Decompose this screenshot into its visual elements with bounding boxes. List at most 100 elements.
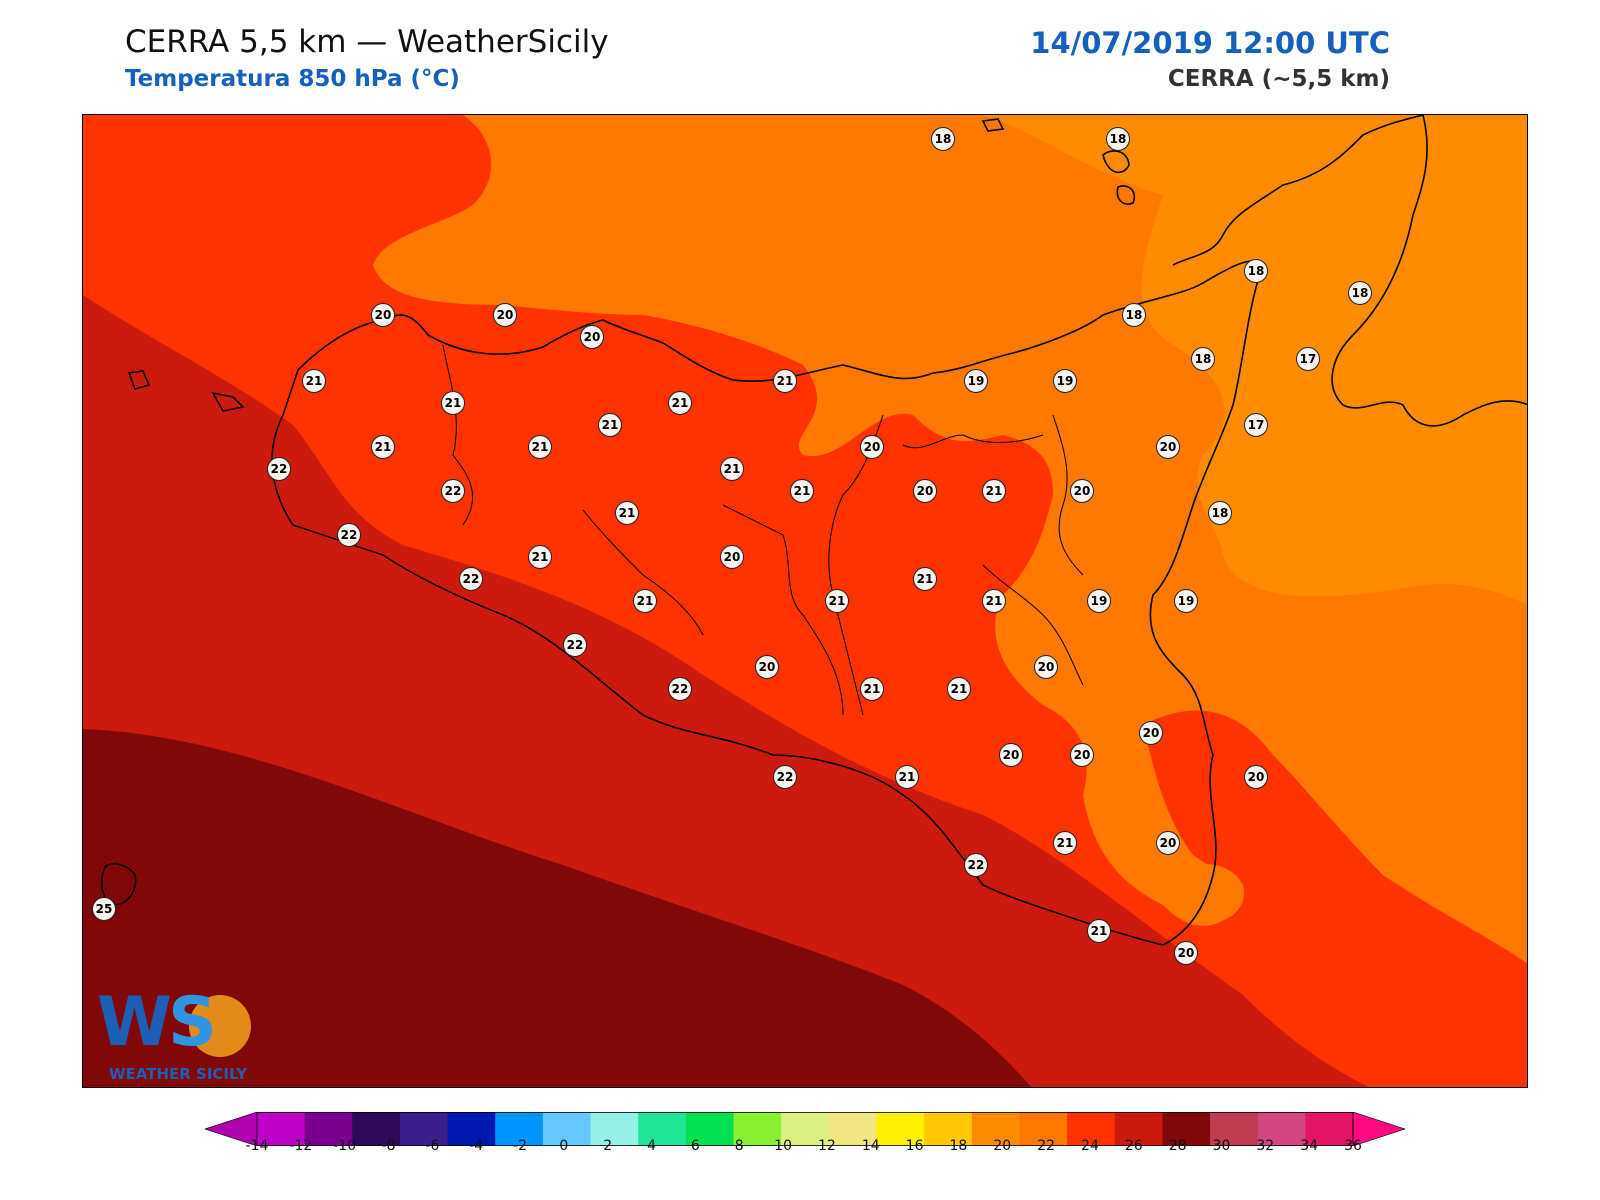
station-value: 20 — [913, 479, 937, 503]
colorbar-tick-label: 8 — [734, 1138, 744, 1154]
colorbar-tick-label: 16 — [905, 1138, 924, 1154]
station-value: 17 — [1296, 347, 1320, 371]
station-value: 19 — [1174, 589, 1198, 613]
band-24-26 — [83, 729, 1032, 1087]
station-value: 22 — [563, 633, 587, 657]
station-value: 21 — [947, 677, 971, 701]
station-value: 20 — [860, 435, 884, 459]
colorbar-frame — [256, 1112, 1354, 1146]
station-value: 22 — [459, 567, 483, 591]
logo-letter-s: S — [168, 983, 217, 1062]
colorbar-segment — [1114, 1112, 1163, 1146]
colorbar-tick-label: 4 — [647, 1138, 657, 1154]
station-value: 20 — [371, 303, 395, 327]
colorbar — [205, 1112, 1405, 1146]
colorbar-tick-label: -2 — [513, 1138, 528, 1154]
pantelleria-island — [101, 863, 137, 906]
weathersicily-logo: WS WEATHER SICILY — [97, 983, 257, 1083]
station-value: 20 — [1156, 831, 1180, 855]
station-value: 20 — [720, 545, 744, 569]
station-value: 19 — [964, 369, 988, 393]
colorbar-segment — [542, 1112, 592, 1146]
colorbar-segment — [971, 1112, 1020, 1146]
station-value: 22 — [668, 677, 692, 701]
station-value: 20 — [755, 655, 779, 679]
colorbar-tick-label: 18 — [949, 1138, 968, 1154]
colorbar-segment — [638, 1112, 687, 1146]
coastlines — [101, 115, 1527, 946]
colorbar-tick-label: 26 — [1124, 1138, 1143, 1154]
colorbar-segment — [1019, 1112, 1068, 1146]
station-value: 18 — [1244, 259, 1268, 283]
station-value: 21 — [982, 589, 1006, 613]
colorbar-tick-label: 0 — [559, 1138, 569, 1154]
station-value: 21 — [302, 369, 326, 393]
logo-letters: WS — [97, 983, 217, 1062]
colorbar-tick-label: 14 — [861, 1138, 880, 1154]
station-value: 18 — [931, 127, 955, 151]
colorbar-tick-label: 36 — [1344, 1138, 1362, 1154]
station-value: 20 — [1070, 743, 1094, 767]
colorbar-tick-label: 28 — [1168, 1138, 1187, 1154]
station-value: 20 — [493, 303, 517, 327]
station-value: 21 — [528, 545, 552, 569]
station-value: 21 — [441, 391, 465, 415]
colorbar-segment — [1067, 1112, 1116, 1146]
station-value: 22 — [773, 765, 797, 789]
aeolian-island-3 — [1116, 185, 1136, 205]
colorbar-segment — [257, 1112, 306, 1146]
station-value: 20 — [999, 743, 1023, 767]
colorbar-segment — [733, 1112, 782, 1146]
colorbar-tick-label: 10 — [774, 1138, 792, 1154]
colorbar-tick-label: -10 — [333, 1138, 357, 1154]
colorbar-segment — [1162, 1112, 1211, 1146]
station-value: 22 — [964, 853, 988, 877]
station-value: 21 — [982, 479, 1006, 503]
province-borders — [442, 344, 1084, 716]
station-value: 21 — [615, 501, 639, 525]
egadi-island — [211, 391, 245, 412]
station-value: 19 — [1087, 589, 1111, 613]
station-value: 21 — [371, 435, 395, 459]
sicily-coast — [271, 260, 1264, 946]
station-value: 17 — [1244, 413, 1268, 437]
colorbar-tick-label: -12 — [289, 1138, 313, 1154]
station-value: 21 — [773, 369, 797, 393]
colorbar-segment — [590, 1112, 639, 1146]
model-label: CERRA (~5,5 km) — [1167, 66, 1390, 92]
station-value: 21 — [825, 589, 849, 613]
colorbar-segment — [828, 1112, 877, 1146]
station-value: 21 — [913, 567, 937, 591]
logo-text: WEATHER SICILY — [109, 1065, 248, 1083]
station-value: 20 — [1070, 479, 1094, 503]
colorbar-segment — [685, 1112, 735, 1146]
station-value: 20 — [1034, 655, 1058, 679]
colorbar-tick-label: 22 — [1037, 1138, 1056, 1154]
colorbar-tick-label: -14 — [245, 1138, 269, 1154]
colorbar-tick-label: 30 — [1212, 1138, 1231, 1154]
logo-letter-w: W — [97, 983, 172, 1062]
map-title: CERRA 5,5 km — WeatherSicily — [125, 24, 609, 60]
station-value: 21 — [633, 589, 657, 613]
colorbar-segment — [781, 1112, 830, 1146]
station-value: 21 — [598, 413, 622, 437]
station-value: 21 — [790, 479, 814, 503]
calabria-coast — [1331, 115, 1527, 427]
colorbar-tick-label: -6 — [425, 1138, 440, 1154]
station-value: 21 — [528, 435, 552, 459]
colorbar-segment — [447, 1112, 496, 1146]
station-value: 18 — [1106, 127, 1130, 151]
colorbar-tick-label: 20 — [993, 1138, 1012, 1154]
station-value: 21 — [668, 391, 692, 415]
colorbar-tick-label: 6 — [690, 1138, 700, 1154]
colorbar-ticks: -14 -12 -10 -8 -6 -4 -2 0 2 4 6 8 10 12 14 16 18 20 22 24 26… — [0, 1138, 1600, 1160]
valid-datetime: 14/07/2019 12:00 UTC — [1030, 26, 1390, 60]
station-value: 20 — [1174, 941, 1198, 965]
colorbar-tick-label: 2 — [603, 1138, 613, 1154]
colorbar-segment — [924, 1112, 973, 1146]
station-value: 22 — [337, 523, 361, 547]
map-subtitle: Temperatura 850 hPa (°C) — [125, 66, 460, 92]
aeolian-island-1 — [981, 118, 1005, 132]
colorbar-segment — [304, 1112, 353, 1146]
station-value: 20 — [1139, 721, 1163, 745]
